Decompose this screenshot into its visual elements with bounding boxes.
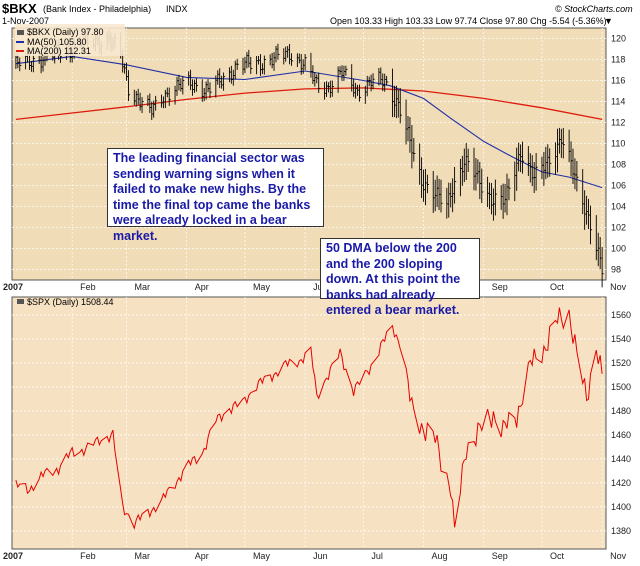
chart-description: (Bank Index - Philadelphia) bbox=[43, 4, 151, 14]
spx-legend: $SPX (Daily) 1508.44 bbox=[17, 297, 114, 307]
stockcharts-watermark: © StockCharts.com bbox=[555, 4, 633, 14]
legend-spx: $SPX (Daily) 1508.44 bbox=[27, 297, 114, 307]
y-tick-label: 1520 bbox=[611, 358, 631, 368]
y-tick-label: 98 bbox=[611, 265, 621, 275]
ma200-line bbox=[15, 87, 603, 121]
y-tick-label: 1540 bbox=[611, 334, 631, 344]
legend-price: $BKX (Daily) 97.80 bbox=[27, 27, 104, 37]
y-tick-label: 1480 bbox=[611, 406, 631, 416]
x-tick-label: Mar bbox=[135, 282, 151, 292]
bkx-price-bars bbox=[15, 28, 604, 288]
spx-series bbox=[15, 307, 603, 530]
x-tick-label: Oct bbox=[550, 551, 565, 561]
chart-symbol: $BKX bbox=[2, 1, 37, 16]
chg-down-arrow-icon: ▼ bbox=[604, 16, 613, 26]
x-tick-label: 2007 bbox=[3, 282, 23, 292]
x-tick-label: May bbox=[253, 282, 271, 292]
ma200-series bbox=[15, 87, 603, 121]
x-tick-label: Apr bbox=[195, 282, 209, 292]
legend-swatch-price bbox=[17, 30, 24, 35]
bkx-legend: $BKX (Daily) 97.80 MA(50) 105.80 MA(200)… bbox=[15, 24, 125, 56]
chart-exchange: INDX bbox=[166, 4, 188, 14]
y-tick-label: 106 bbox=[611, 181, 626, 191]
x-tick-label: Oct bbox=[550, 282, 565, 292]
y-tick-label: 108 bbox=[611, 160, 626, 170]
x-tick-label: Feb bbox=[80, 551, 96, 561]
x-tick-label: Sep bbox=[492, 551, 508, 561]
y-tick-label: 114 bbox=[611, 97, 625, 107]
y-tick-label: 104 bbox=[611, 202, 626, 212]
x-tick-label: Jun bbox=[313, 551, 328, 561]
y-tick-label: 100 bbox=[611, 244, 626, 254]
y-tick-label: 1560 bbox=[611, 310, 631, 320]
y-tick-label: 1440 bbox=[611, 454, 631, 464]
annotation-left: The leading financial sector was sending… bbox=[107, 148, 324, 243]
y-tick-label: 1460 bbox=[611, 430, 631, 440]
y-tick-label: 112 bbox=[611, 118, 625, 128]
legend-ma200: MA(200) 112.31 bbox=[27, 46, 91, 56]
x-tick-label: May bbox=[253, 551, 271, 561]
spx-line bbox=[15, 307, 603, 530]
y-tick-label: 1380 bbox=[611, 526, 631, 536]
ohlc-summary: Open 103.33 High 103.33 Low 97.74 Close … bbox=[330, 16, 607, 26]
legend-swatch-spx bbox=[17, 299, 24, 304]
spx-y-axis: 1380 1400 1420 1440 1460 1480 1500 1520 1540 1560 bbox=[611, 310, 631, 536]
y-tick-label: 118 bbox=[611, 55, 625, 65]
y-tick-label: 102 bbox=[611, 223, 626, 233]
x-tick-label: Aug bbox=[432, 551, 448, 561]
spx-x-axis: 2007 Feb Mar Apr May Jun Jul Aug Sep Oct Nov bbox=[3, 551, 627, 561]
x-tick-label: Nov bbox=[610, 551, 627, 561]
legend-ma50: MA(50) 105.80 bbox=[27, 37, 87, 47]
x-tick-label: Sep bbox=[492, 282, 508, 292]
x-tick-label: Nov bbox=[610, 282, 627, 292]
x-tick-label: Jul bbox=[371, 551, 383, 561]
y-tick-label: 116 bbox=[611, 76, 625, 86]
spx-grid bbox=[12, 297, 606, 549]
x-tick-label: 2007 bbox=[3, 551, 23, 561]
x-tick-label: Mar bbox=[135, 551, 151, 561]
bkx-y-axis: 98 100 102 104 106 108 110 112 114 116 118 120 bbox=[611, 34, 626, 275]
x-tick-label: Apr bbox=[195, 551, 209, 561]
y-tick-label: 110 bbox=[611, 139, 625, 149]
annotation-right: 50 DMA below the 200 and the 200 sloping… bbox=[320, 238, 480, 317]
y-tick-label: 1400 bbox=[611, 502, 631, 512]
chart-date: 1-Nov-2007 bbox=[2, 16, 49, 26]
y-tick-label: 1500 bbox=[611, 382, 631, 392]
y-tick-label: 1420 bbox=[611, 478, 631, 488]
x-tick-label: Feb bbox=[80, 282, 96, 292]
y-tick-label: 120 bbox=[611, 34, 626, 44]
